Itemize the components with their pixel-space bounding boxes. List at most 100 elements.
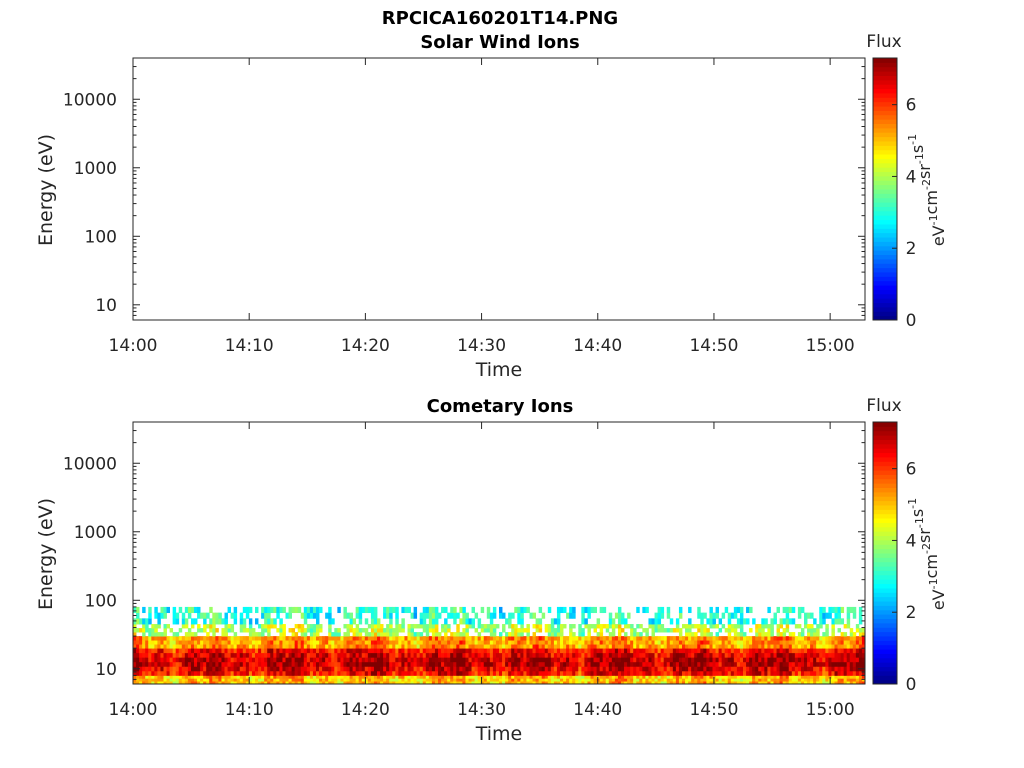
heatmap-cell: [804, 675, 808, 679]
heatmap-cell: [279, 678, 283, 682]
heatmap-cell: [355, 628, 360, 633]
heatmap-cell: [203, 636, 207, 641]
heatmap-cell: [797, 640, 802, 645]
heatmap-cell: [788, 681, 793, 685]
heatmap-cell: [800, 606, 805, 614]
heatmap-cell: [804, 670, 808, 676]
heatmap-cell: [361, 636, 366, 641]
heatmap-cell: [401, 648, 405, 654]
heatmap-cell: [556, 612, 561, 619]
heatmap-cell: [614, 612, 619, 619]
heatmap-cell: [499, 675, 503, 679]
heatmap-cell: [328, 666, 332, 672]
heatmap-cell: [511, 628, 515, 633]
heatmap-cell: [355, 632, 360, 637]
heatmap-cell: [663, 628, 668, 633]
heatmap-cell: [718, 661, 723, 667]
heatmap-cell: [370, 636, 375, 641]
heatmap-cell: [288, 612, 292, 619]
heatmap-cell: [678, 675, 683, 679]
heatmap-cell: [468, 648, 472, 654]
heatmap-cell: [410, 661, 414, 667]
heatmap-cell: [474, 640, 479, 645]
heatmap-cell: [474, 657, 479, 663]
heatmap-cell: [550, 636, 555, 641]
heatmap-cell: [355, 681, 360, 685]
heatmap-cell: [233, 618, 238, 625]
heatmap-cell: [465, 675, 469, 679]
heatmap-cell: [322, 648, 326, 654]
heatmap-cell: [682, 681, 686, 685]
heatmap-cell: [852, 632, 857, 637]
heatmap-cell: [694, 661, 698, 667]
heatmap-cell: [511, 640, 515, 645]
heatmap-cell: [709, 666, 713, 672]
heatmap-cell: [316, 670, 320, 676]
heatmap-cell: [157, 657, 161, 663]
heatmap-cell: [807, 636, 811, 641]
heatmap-cell: [575, 644, 579, 649]
colorbar-segment: [873, 66, 897, 72]
heatmap-cell: [810, 644, 814, 649]
heatmap-cell: [831, 640, 835, 645]
heatmap-cell: [636, 666, 640, 672]
heatmap-cell: [187, 661, 192, 667]
heatmap-cell: [337, 640, 341, 645]
heatmap-cell: [581, 606, 585, 614]
heatmap-cell: [456, 632, 460, 637]
heatmap-cell: [797, 670, 802, 676]
heatmap-cell: [352, 666, 357, 672]
heatmap-cell: [148, 632, 152, 637]
heatmap-cell: [462, 675, 466, 679]
heatmap-cell: [706, 640, 710, 645]
heatmap-cell: [297, 681, 302, 685]
heatmap-cell: [248, 648, 253, 654]
heatmap-cell: [373, 648, 378, 654]
heatmap-cell: [779, 652, 784, 658]
heatmap-cell: [255, 652, 259, 658]
heatmap-cell: [508, 661, 512, 667]
heatmap-cell: [450, 681, 454, 685]
heatmap-cell: [325, 661, 329, 667]
heatmap-cell: [587, 644, 591, 649]
heatmap-cell: [718, 657, 723, 663]
heatmap-cell: [678, 652, 683, 658]
heatmap-cell: [438, 612, 442, 619]
heatmap-cell: [428, 678, 433, 682]
heatmap-cell: [251, 632, 256, 637]
heatmap-cell: [434, 644, 439, 649]
heatmap-cell: [724, 678, 729, 682]
heatmap-cell: [773, 670, 777, 676]
heatmap-cell: [343, 681, 347, 685]
heatmap-cell: [614, 657, 619, 663]
heatmap-cell: [627, 612, 631, 619]
colorbar-segment: [873, 258, 897, 264]
heatmap-cell: [810, 666, 814, 672]
heatmap-cell: [410, 640, 414, 645]
heatmap-cell: [413, 678, 418, 682]
heatmap-cell: [624, 678, 628, 682]
heatmap-cell: [544, 652, 549, 658]
heatmap-cell: [678, 661, 683, 667]
heatmap-cell: [675, 678, 680, 682]
colorbar-segment: [873, 293, 897, 299]
heatmap-cell: [669, 648, 674, 654]
heatmap-cell: [511, 666, 515, 672]
heatmap-cell: [236, 675, 241, 679]
heatmap-cell: [724, 657, 729, 663]
heatmap-cell: [306, 678, 311, 682]
colorbar-segment: [873, 136, 897, 142]
heatmap-cell: [190, 618, 195, 625]
heatmap-cell: [285, 670, 289, 676]
heatmap-cell: [404, 657, 408, 663]
heatmap-cell: [306, 652, 311, 658]
heatmap-cell: [624, 657, 628, 663]
heatmap-cell: [203, 678, 207, 682]
heatmap-cell: [666, 666, 671, 672]
heatmap-cell: [206, 652, 210, 658]
heatmap-cell: [270, 661, 274, 667]
heatmap-cell: [682, 640, 686, 645]
heatmap-cell: [416, 661, 421, 667]
colorbar-title: Flux: [866, 32, 901, 52]
heatmap-cell: [727, 666, 732, 672]
